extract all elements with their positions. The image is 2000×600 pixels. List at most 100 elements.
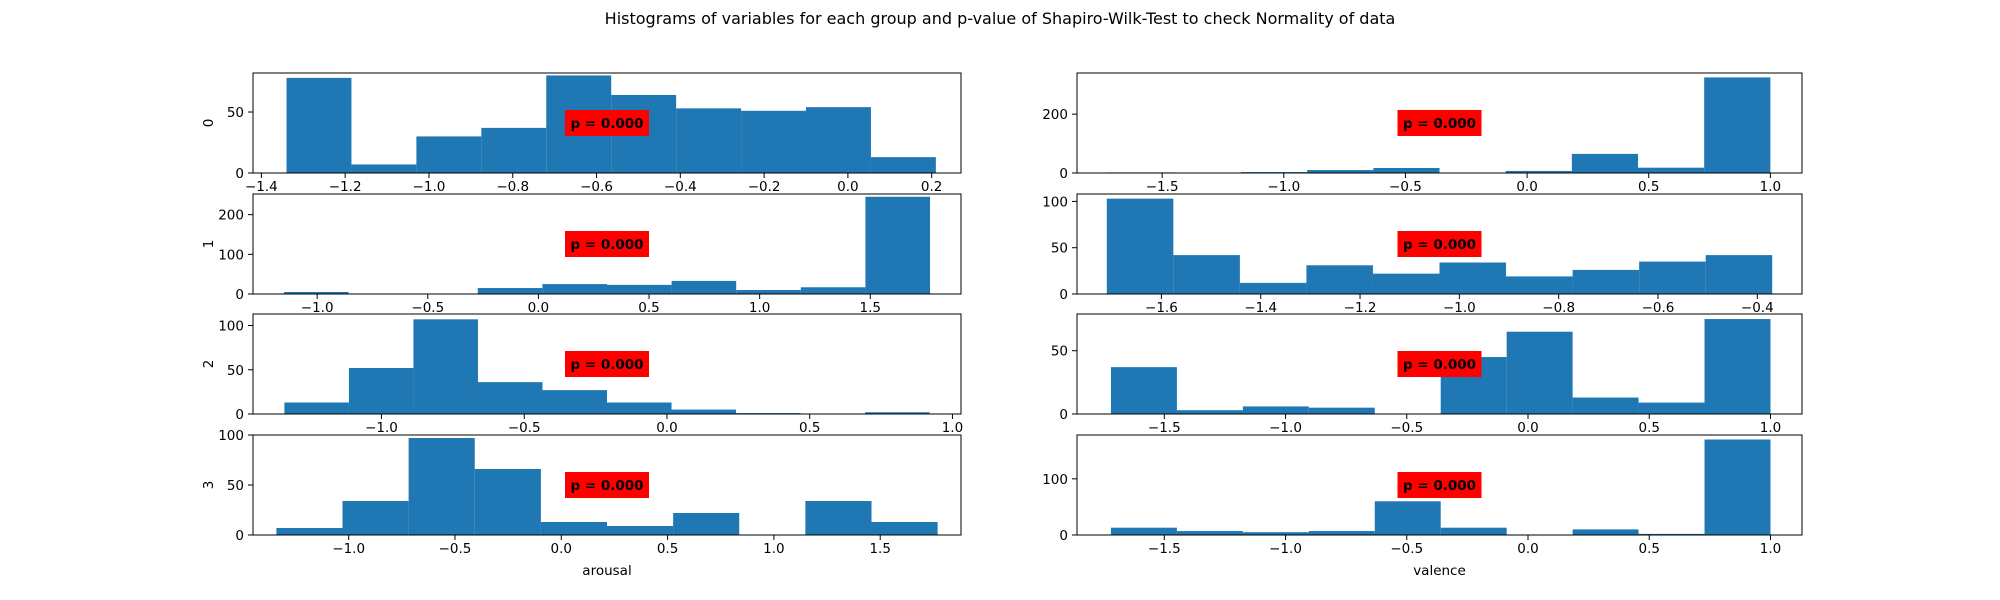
histogram-bar (1506, 331, 1573, 414)
histogram-bar (276, 528, 343, 535)
histogram-panel-0-1: −1.5 −1.0 −0.5 0.0 0.5 1.0 0 200 p = 0.000 (1042, 72, 1803, 195)
x-tick-label: −1.4 (245, 179, 278, 195)
y-tick-label: 0 (1059, 407, 1068, 423)
histogram-bar (805, 501, 872, 535)
y-tick-label: 100 (1042, 472, 1068, 488)
histogram-bar (607, 402, 672, 414)
x-tick-label: 0.0 (837, 179, 858, 195)
y-tick-label: 100 (218, 428, 244, 444)
histogram-bar (1638, 402, 1705, 414)
x-tick-label: −1.4 (1244, 300, 1277, 316)
x-tick-label: 1.0 (1760, 541, 1781, 557)
y-tick-label: 0 (235, 528, 244, 544)
x-tick-label: 1.0 (749, 300, 770, 316)
y-tick-label: 50 (1051, 241, 1068, 257)
histogram-bar (1173, 255, 1240, 294)
histogram-bar (871, 522, 938, 535)
x-tick-label: 0.0 (656, 420, 677, 436)
p-value-text: p = 0.000 (570, 478, 643, 494)
histogram-bar (1308, 531, 1375, 535)
histogram-bar (1110, 527, 1177, 535)
p-value-annotation: p = 0.000 (565, 110, 649, 136)
histogram-bar (741, 110, 806, 173)
p-value-annotation: p = 0.000 (565, 472, 649, 498)
x-tick-label: 0.0 (551, 541, 572, 557)
histogram-bar (1639, 261, 1706, 294)
x-tick-label: 1.0 (1760, 179, 1781, 195)
figure-title: Histograms of variables for each group a… (605, 9, 1396, 28)
histogram-bar (1638, 533, 1705, 535)
axes-frame (1076, 313, 1803, 415)
p-value-annotation: p = 0.000 (1397, 110, 1482, 136)
p-value-annotation: p = 0.000 (1397, 472, 1482, 498)
y-tick-label: 0 (235, 407, 244, 423)
histogram-bar (342, 501, 409, 535)
x-tick-label: 0.2 (921, 179, 942, 195)
y-tick-label: 100 (1042, 194, 1068, 210)
p-value-text: p = 0.000 (1403, 357, 1476, 373)
histogram-bar (870, 157, 936, 173)
histogram-bar (1704, 319, 1771, 414)
histogram-bar (474, 469, 541, 535)
histogram-bar (1106, 198, 1174, 294)
p-value-annotation: p = 0.000 (565, 231, 649, 257)
histogram-bar (408, 438, 475, 535)
y-tick-label: 0 (1059, 528, 1068, 544)
histogram-bar (607, 284, 672, 294)
histogram-bar (676, 108, 742, 173)
p-value-annotation: p = 0.000 (1397, 351, 1482, 377)
x-tick-label: −1.6 (1145, 300, 1178, 316)
axes-frame (252, 72, 962, 174)
y-tick-label: 100 (218, 319, 244, 335)
x-tick-label: 0.5 (799, 420, 820, 436)
histogram-panel-2-0: −1.0 −0.5 0.0 0.5 1.0 0 50 100 2 p = 0.000 (201, 313, 963, 436)
histogram-bar (1176, 531, 1243, 535)
x-axis-label: valence (1413, 563, 1466, 579)
histogram-bar (1308, 407, 1375, 414)
histogram-bar (1638, 167, 1705, 173)
x-tick-label: −0.4 (664, 179, 697, 195)
histogram-bar (1440, 527, 1507, 535)
y-tick-label: 50 (227, 363, 244, 379)
histogram-bar (283, 292, 349, 294)
histogram-bar (477, 382, 543, 414)
p-value-annotation: p = 0.000 (565, 351, 649, 377)
histogram-bar (481, 127, 547, 173)
histogram-bar (805, 107, 871, 173)
x-tick-label: 0.5 (1638, 179, 1659, 195)
histogram-bar (1373, 168, 1440, 173)
histogram-bar (1110, 367, 1177, 414)
x-tick-label: −0.8 (496, 179, 529, 195)
y-tick-label: 50 (227, 105, 244, 121)
p-value-text: p = 0.000 (570, 116, 643, 132)
p-value-box (565, 351, 649, 377)
x-tick-label: 1.0 (1760, 420, 1781, 436)
subplot-grid: −1.4 −1.2 −1.0 −0.8 −0.6 −0.4 −0.2 0.0 0.2 0 50 0 p … (201, 72, 1803, 579)
x-tick-label: −0.5 (411, 300, 444, 316)
histogram-bar (1572, 269, 1640, 294)
axes-frame (1076, 193, 1803, 295)
y-tick-label: 0 (235, 287, 244, 303)
x-tick-label: 0.0 (528, 300, 549, 316)
x-tick-label: −0.5 (1389, 179, 1422, 195)
x-tick-label: 0.5 (638, 300, 659, 316)
histogram-bar (1242, 406, 1309, 414)
x-tick-label: −0.4 (1741, 300, 1774, 316)
histogram-bar (671, 280, 737, 294)
x-tick-label: 0.5 (657, 541, 678, 557)
y-tick-label: 50 (1051, 344, 1068, 360)
y-axis-label: 0 (201, 119, 217, 128)
y-tick-label: 0 (1059, 287, 1068, 303)
x-tick-label: 0.0 (1517, 420, 1538, 436)
p-value-box (1397, 110, 1482, 136)
histogram-bar (477, 288, 543, 294)
histogram-bar (1176, 410, 1243, 414)
histogram-panel-3-0: −1.0 −0.5 0.0 0.5 1.0 1.5 0 50 100 3 arousal p = 0.… (201, 428, 962, 579)
histogram-bar (1505, 170, 1572, 173)
x-axis-label: arousal (582, 563, 631, 579)
x-tick-label: 0.0 (1516, 179, 1537, 195)
histogram-bar (1374, 501, 1441, 535)
x-tick-label: 0.5 (1638, 420, 1659, 436)
histogram-bar (284, 402, 349, 414)
